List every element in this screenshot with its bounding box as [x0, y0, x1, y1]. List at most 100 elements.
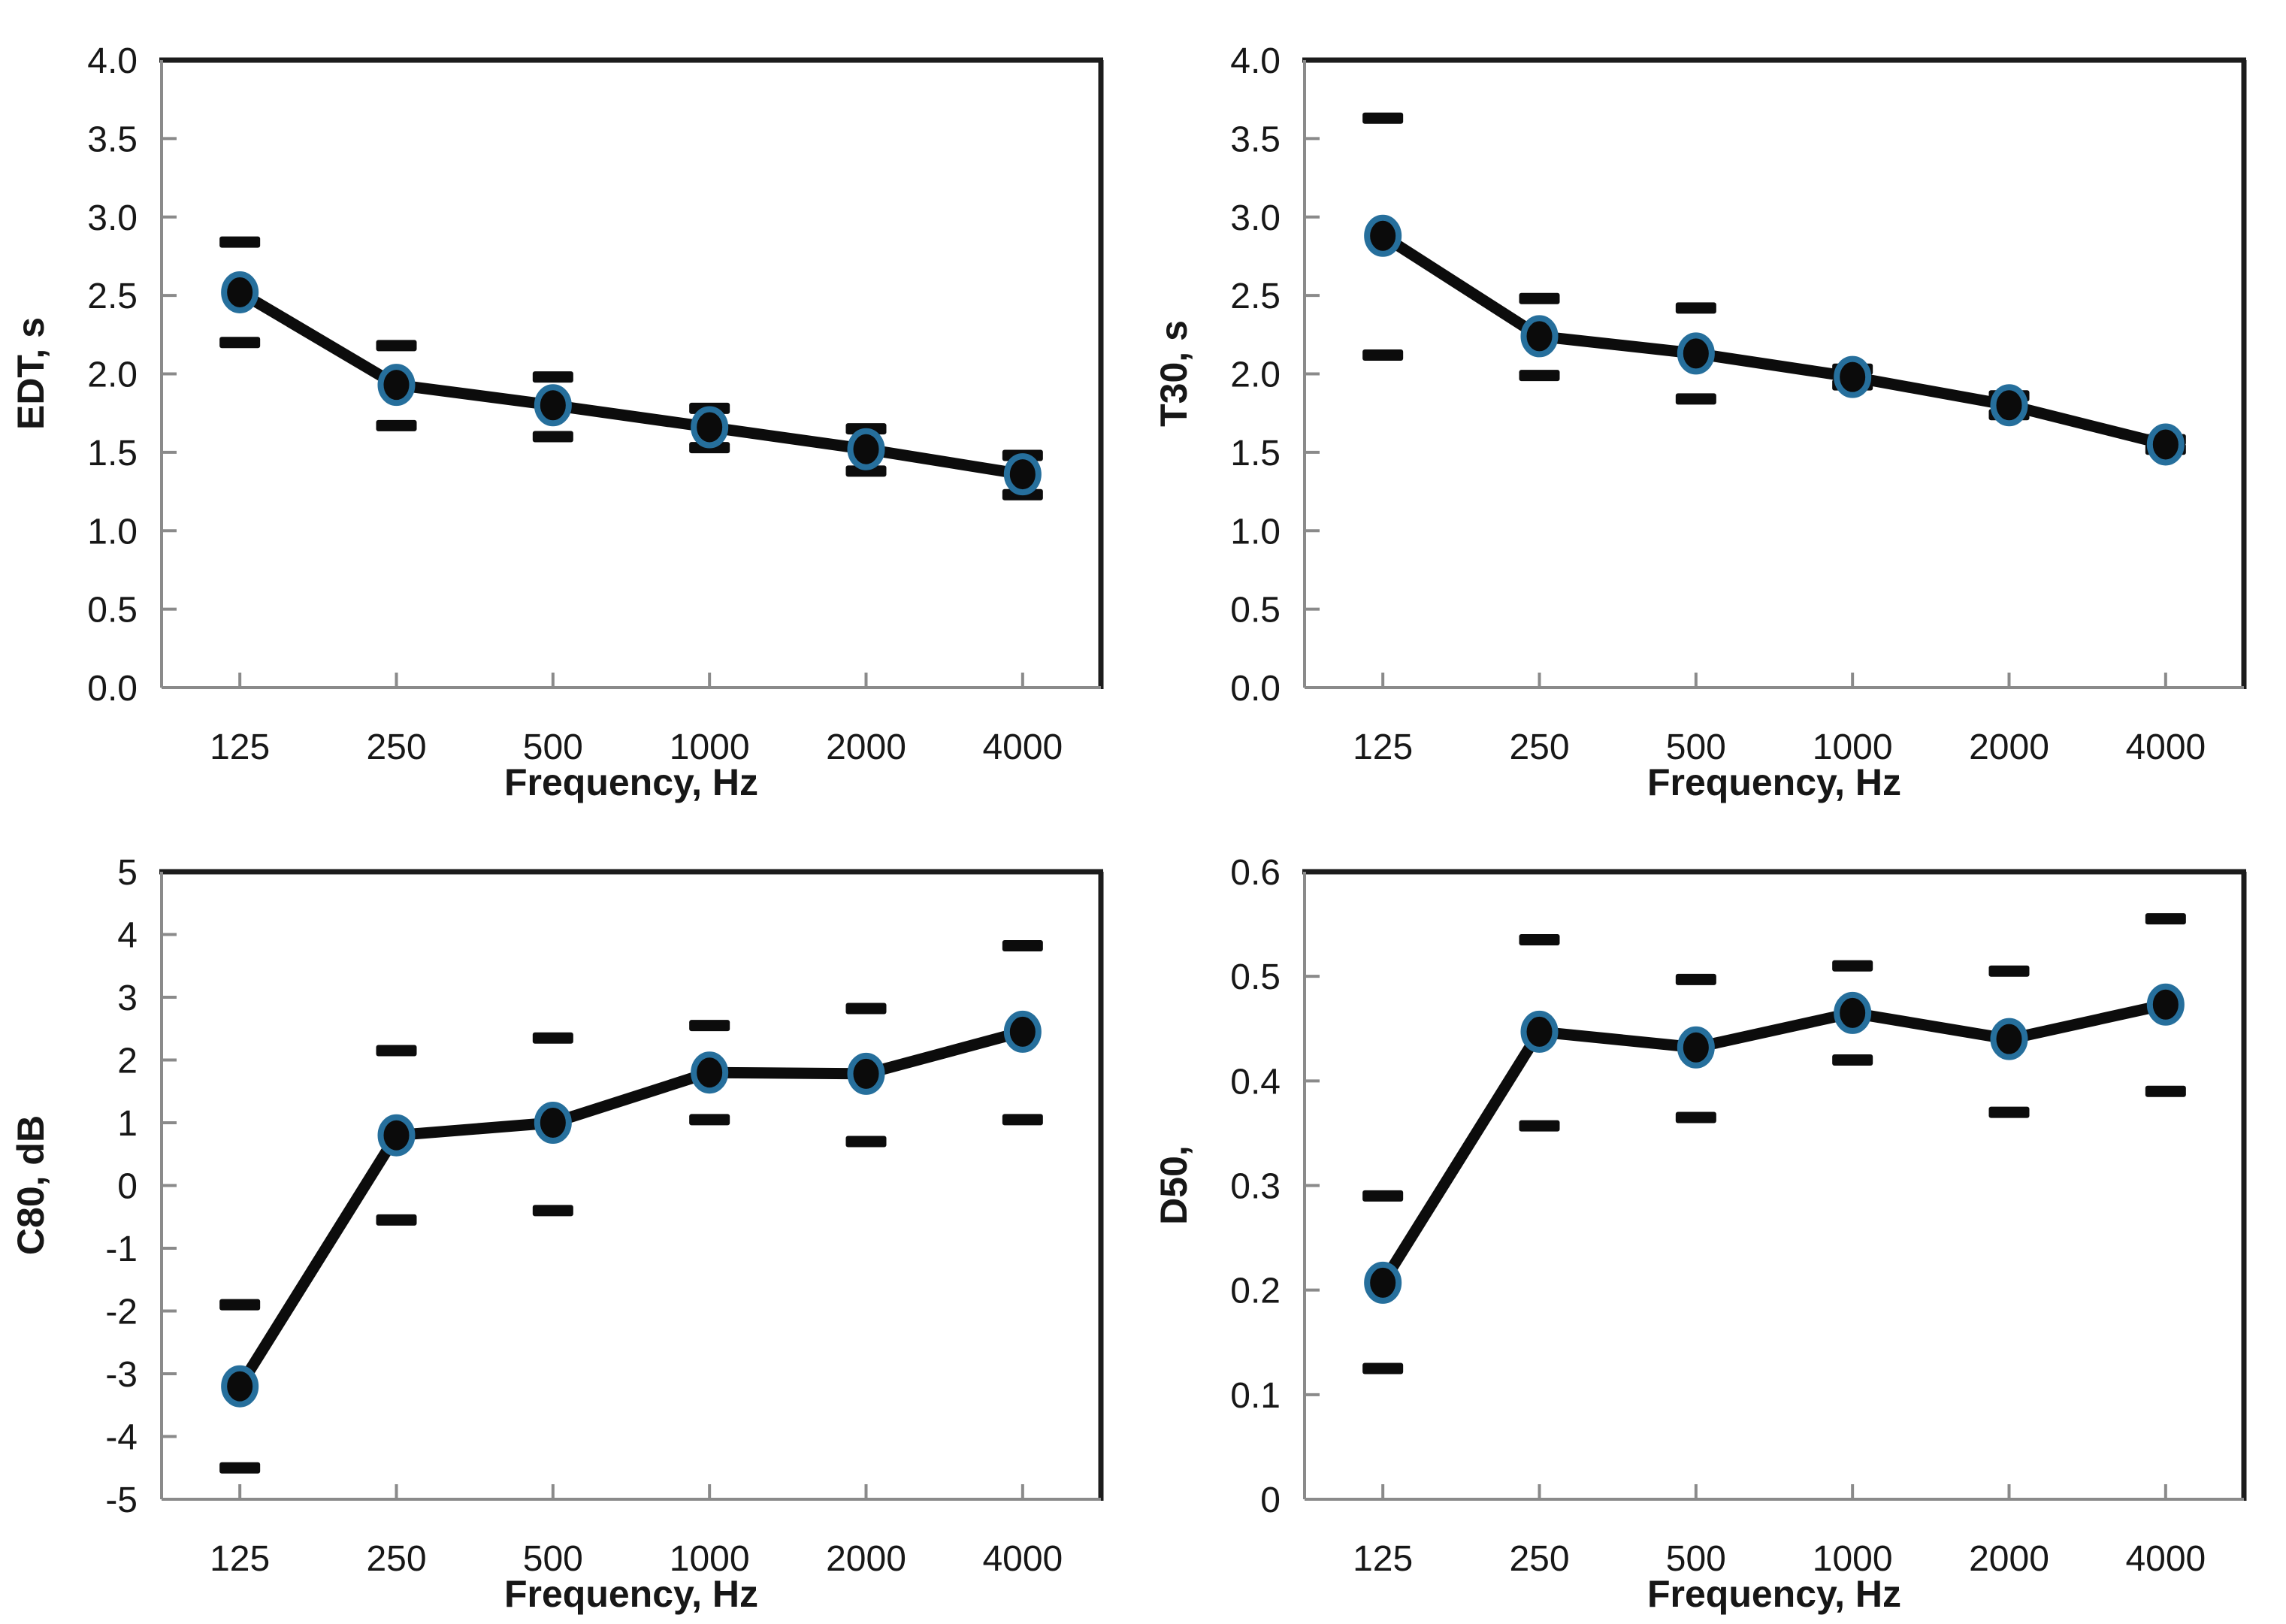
- error-bar-upper: [532, 1032, 573, 1044]
- data-point-marker: [1364, 1261, 1402, 1304]
- error-bar-lower: [845, 465, 887, 477]
- error-bar-upper: [1832, 960, 1873, 972]
- x-tick-label: 4000: [982, 1539, 1063, 1579]
- y-tick-label: 1.0: [1230, 512, 1281, 552]
- error-bar-upper: [219, 1299, 261, 1311]
- data-point-marker: [377, 364, 416, 407]
- error-bar-lower: [219, 1462, 261, 1474]
- y-tick-label: -5: [105, 1480, 138, 1520]
- x-tick-label: 500: [1666, 1539, 1726, 1579]
- chart-t30-figure: 4.0 3.5 3.0 2.5 2.0 1.5 1.0 0.5 0.0 125 250 500 1000…: [1143, 0, 2286, 812]
- data-point-marker: [1520, 1010, 1559, 1053]
- x-axis-title: Frequency, Hz: [1647, 1573, 1901, 1615]
- error-bar-lower: [1675, 393, 1716, 405]
- x-tick-label: 2000: [826, 727, 906, 767]
- y-tick-label: 0.5: [87, 591, 138, 631]
- error-bar-upper: [1362, 1190, 1404, 1202]
- x-tick-label: 4000: [2125, 727, 2206, 767]
- y-tick-label: 3.5: [1230, 119, 1281, 159]
- chart-edt-figure: 4.0 3.5 3.0 2.5 2.0 1.5 1.0 0.5 0.0 125 250 500 1000…: [0, 0, 1143, 812]
- error-bar-lower: [376, 1214, 417, 1226]
- series-line: [234, 286, 1029, 480]
- error-bar-lower: [532, 1205, 573, 1217]
- error-bar-upper: [1675, 302, 1716, 314]
- error-bar-upper: [1519, 292, 1560, 304]
- y-tick-label: 0.0: [1230, 669, 1281, 709]
- error-bar-upper: [1002, 940, 1043, 952]
- error-bar-lower: [532, 431, 573, 443]
- series-line: [1377, 999, 2172, 1289]
- x-tick-label: 125: [210, 1539, 270, 1579]
- error-bar-upper: [376, 340, 417, 352]
- data-point-marker: [221, 271, 259, 313]
- data-point-marker: [1990, 1018, 2028, 1060]
- error-bar-upper: [1988, 965, 2030, 977]
- x-tick-label: 125: [1353, 727, 1413, 767]
- chart-c80-figure: 5 4 3 2 1 0 -1 -2 -3 -4 -5 125 250 500 1000 2000 4000 C8…: [0, 812, 1143, 1623]
- data-point-marker: [691, 1051, 729, 1094]
- y-axis-title: D50,: [1153, 1145, 1195, 1225]
- y-tick-label: 2.5: [87, 277, 138, 316]
- y-tick-label: 0.3: [1230, 1167, 1281, 1207]
- x-tick-label: 2000: [1969, 1539, 2049, 1579]
- x-tick-label: 1000: [670, 1539, 750, 1579]
- data-point-marker: [1834, 991, 1872, 1034]
- error-bar-lower: [1832, 1054, 1873, 1066]
- error-bar-lower: [1675, 1111, 1716, 1123]
- y-tick-label: 0.0: [87, 669, 138, 709]
- y-axis-title: C80, dB: [10, 1115, 52, 1255]
- y-tick-label: 3.0: [1230, 198, 1281, 238]
- data-point-marker: [2146, 423, 2185, 466]
- data-point-marker: [1834, 355, 1872, 398]
- error-bar-upper: [376, 1045, 417, 1057]
- x-tick-label: 500: [1666, 727, 1726, 767]
- series-line: [234, 1026, 1029, 1393]
- x-tick-label: 250: [366, 727, 426, 767]
- y-tick-label: -3: [105, 1355, 138, 1395]
- error-bar-upper: [1362, 112, 1404, 124]
- y-tick-label: 4.0: [1230, 41, 1281, 81]
- chart-c80-plot: 5 4 3 2 1 0 -1 -2 -3 -4 -5 125 250 500 1000 2000 4000: [105, 853, 1104, 1579]
- x-tick-label: 2000: [1969, 727, 2049, 767]
- y-tick-label: 2.0: [1230, 355, 1281, 395]
- data-point-marker: [1520, 315, 1559, 358]
- x-tick-label: 250: [1509, 727, 1569, 767]
- data-point-marker: [1677, 332, 1715, 375]
- y-tick-label: 2.0: [87, 355, 138, 395]
- error-bar-upper: [1675, 973, 1716, 985]
- error-bar-lower: [1002, 1114, 1043, 1126]
- x-tick-label: 500: [523, 727, 583, 767]
- error-bar-upper: [1519, 933, 1560, 945]
- error-bar-lower: [376, 419, 417, 431]
- error-bar-lower: [689, 1114, 730, 1126]
- chart-t30-canvas: 4.0 3.5 3.0 2.5 2.0 1.5 1.0 0.5 0.0 125 250 500 1000…: [1153, 41, 2247, 803]
- y-tick-label: 1.0: [87, 512, 138, 552]
- y-tick-label: 4: [117, 916, 138, 956]
- chart-d50-canvas: 0.6 0.5 0.4 0.3 0.2 0.1 0 125 250 500 1000 2000 4000…: [1153, 853, 2247, 1615]
- data-point-marker: [2146, 983, 2185, 1026]
- y-tick-label: 5: [117, 853, 138, 893]
- y-tick-label: 3: [117, 978, 138, 1018]
- error-bar-lower: [1519, 370, 1560, 382]
- y-tick-label: 0.1: [1230, 1376, 1281, 1416]
- error-bar-upper: [2145, 913, 2186, 925]
- error-bar-lower: [1519, 1120, 1560, 1132]
- error-bar-upper: [219, 236, 261, 248]
- y-axis-title: T30, s: [1153, 320, 1195, 427]
- y-tick-label: 1: [117, 1104, 138, 1144]
- chart-edt-plot: 4.0 3.5 3.0 2.5 2.0 1.5 1.0 0.5 0.0 125 250 500 1000…: [87, 41, 1104, 767]
- x-tick-label: 1000: [1813, 727, 1893, 767]
- x-tick-label: 250: [366, 1539, 426, 1579]
- y-tick-label: 2: [117, 1042, 138, 1081]
- y-tick-label: 3.5: [87, 119, 138, 159]
- data-point-marker: [221, 1365, 259, 1408]
- chart-t30-plot: 4.0 3.5 3.0 2.5 2.0 1.5 1.0 0.5 0.0 125 250 500 1000…: [1230, 41, 2247, 767]
- x-tick-label: 4000: [2125, 1539, 2206, 1579]
- y-tick-label: 0.2: [1230, 1272, 1281, 1311]
- x-tick-label: 4000: [982, 727, 1063, 767]
- data-point-marker: [847, 1052, 885, 1095]
- series-line: [1377, 230, 2172, 450]
- y-tick-label: 0.5: [1230, 591, 1281, 631]
- data-point-marker: [1364, 214, 1402, 257]
- y-tick-label: -4: [105, 1418, 138, 1458]
